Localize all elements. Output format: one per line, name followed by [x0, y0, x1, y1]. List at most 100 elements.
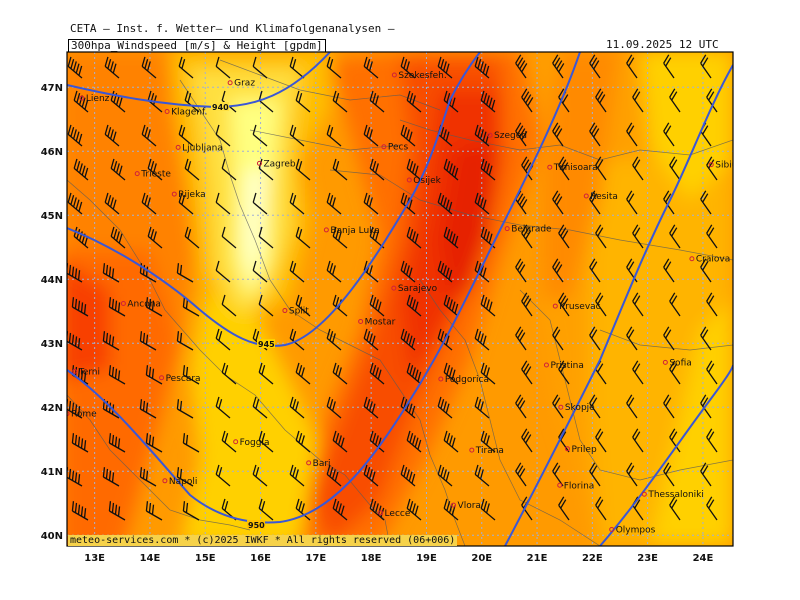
wind-barb [589, 326, 601, 351]
city-pristina: Pristina [543, 361, 584, 371]
wind-barb [145, 297, 163, 317]
wind-barb [215, 464, 231, 487]
city-dot [557, 482, 563, 488]
wind-barb [474, 56, 490, 79]
wind-barb [215, 260, 231, 283]
wind-barb [108, 365, 126, 385]
city-dot [438, 376, 444, 382]
city-thessaloniki: Thessaloniki [641, 490, 704, 500]
wind-barb [363, 328, 379, 351]
wind-barb [71, 501, 89, 521]
wind-barb [632, 156, 644, 181]
city-ljubljana: Ljubljana [175, 143, 223, 153]
wind-barb [480, 294, 496, 317]
wind-barb [326, 124, 342, 147]
wind-barb [215, 56, 231, 79]
lon-tick-label: 23E [637, 553, 658, 564]
city-dot [547, 164, 553, 170]
wind-barb [176, 399, 194, 419]
lat-tick-label: 42N [41, 403, 63, 414]
wind-barb [178, 192, 194, 215]
city-pecs: Pecs [381, 143, 408, 153]
wind-barb [558, 360, 570, 385]
wind-barb [332, 362, 348, 385]
wind-barb [102, 467, 120, 487]
city-dot [406, 177, 412, 183]
product-title: 300hpa_Windspeed [m/s] & Height [gpdm] [68, 39, 326, 53]
wind-barb [102, 331, 120, 351]
wind-barb [626, 326, 638, 351]
city-napoli: Napoli [162, 477, 197, 487]
lat-tick-label: 47N [41, 83, 63, 94]
wind-barb [369, 90, 385, 113]
city-olympos: Olympos [609, 525, 656, 535]
wind-barb [595, 496, 607, 521]
lon-tick-label: 14E [140, 553, 161, 564]
city-krusevac: Krusevac [552, 302, 601, 312]
wind-barb [663, 122, 675, 147]
city-dot [662, 359, 668, 365]
wind-barb [443, 294, 459, 317]
wind-barb [252, 464, 268, 487]
wind-barb [326, 260, 342, 283]
wind-barb [147, 158, 163, 181]
city-dot [381, 144, 387, 150]
valid-time: 11.09.2025 12 UTC [606, 38, 719, 51]
wind-barb [178, 56, 194, 79]
city-label: Skopje [565, 403, 595, 413]
city-lecce: Lecce [378, 509, 411, 519]
wind-barb [326, 192, 342, 215]
city-resita: Resita [583, 192, 618, 202]
wind-barb [669, 428, 681, 453]
wind-barb [480, 90, 496, 113]
wind-barb [552, 326, 564, 351]
wind-barb [289, 124, 305, 147]
wind-barb [67, 124, 83, 147]
wind-barb [258, 430, 274, 453]
wind-barb [521, 428, 533, 453]
city-label: Resita [590, 192, 618, 202]
wind-barb [589, 394, 601, 419]
wind-barb [184, 226, 200, 249]
city-rome: Rome [67, 410, 97, 420]
wind-barb [700, 54, 712, 79]
city-dot [79, 95, 85, 101]
city-szeged: Szeged [487, 131, 527, 141]
lon-tick-label: 24E [693, 553, 714, 564]
wind-barb [595, 88, 607, 113]
city-label: Rijeka [178, 190, 205, 200]
city-dot [487, 132, 493, 138]
wind-barb [182, 501, 200, 521]
wind-barb [700, 394, 712, 419]
city-label: Szeged [494, 131, 527, 141]
wind-barb [258, 362, 274, 385]
city-dot [558, 404, 564, 410]
isohypse-label-950: 950 [248, 521, 265, 530]
city-podgorica: Podgorica [438, 375, 489, 385]
wind-barb [369, 498, 385, 521]
city-osijek: Osijek [406, 176, 442, 186]
city-label: Osijek [413, 176, 441, 186]
wind-barb [515, 54, 528, 79]
wind-barb [178, 124, 194, 147]
wind-barb [176, 263, 194, 283]
wind-barb [71, 433, 89, 453]
city-label: Florina [564, 481, 595, 491]
wind-barb [700, 258, 712, 283]
city-markers: Graz Szekesfeh. Lienz Klagenf. Ljubljana Zagr… [67, 71, 733, 535]
wind-barb [663, 54, 675, 79]
city-label: Krusevac [559, 302, 600, 312]
city-label: Trieste [140, 170, 171, 180]
city-label: Sarajevo [398, 284, 438, 294]
lon-tick-label: 16E [250, 553, 271, 564]
app-title: CETA — Inst. f. Wetter— und Klimafolgena… [70, 22, 395, 35]
wind-barb [400, 260, 416, 283]
wind-barb [295, 498, 311, 521]
wind-barb [400, 56, 416, 79]
city-label: Ancona [127, 300, 161, 310]
city-label: Olympos [616, 525, 656, 535]
wind-barb [669, 360, 681, 385]
city-zagreb: Zagreb [256, 159, 296, 169]
wind-barb [406, 90, 422, 113]
city-label: Foggia [240, 438, 270, 448]
